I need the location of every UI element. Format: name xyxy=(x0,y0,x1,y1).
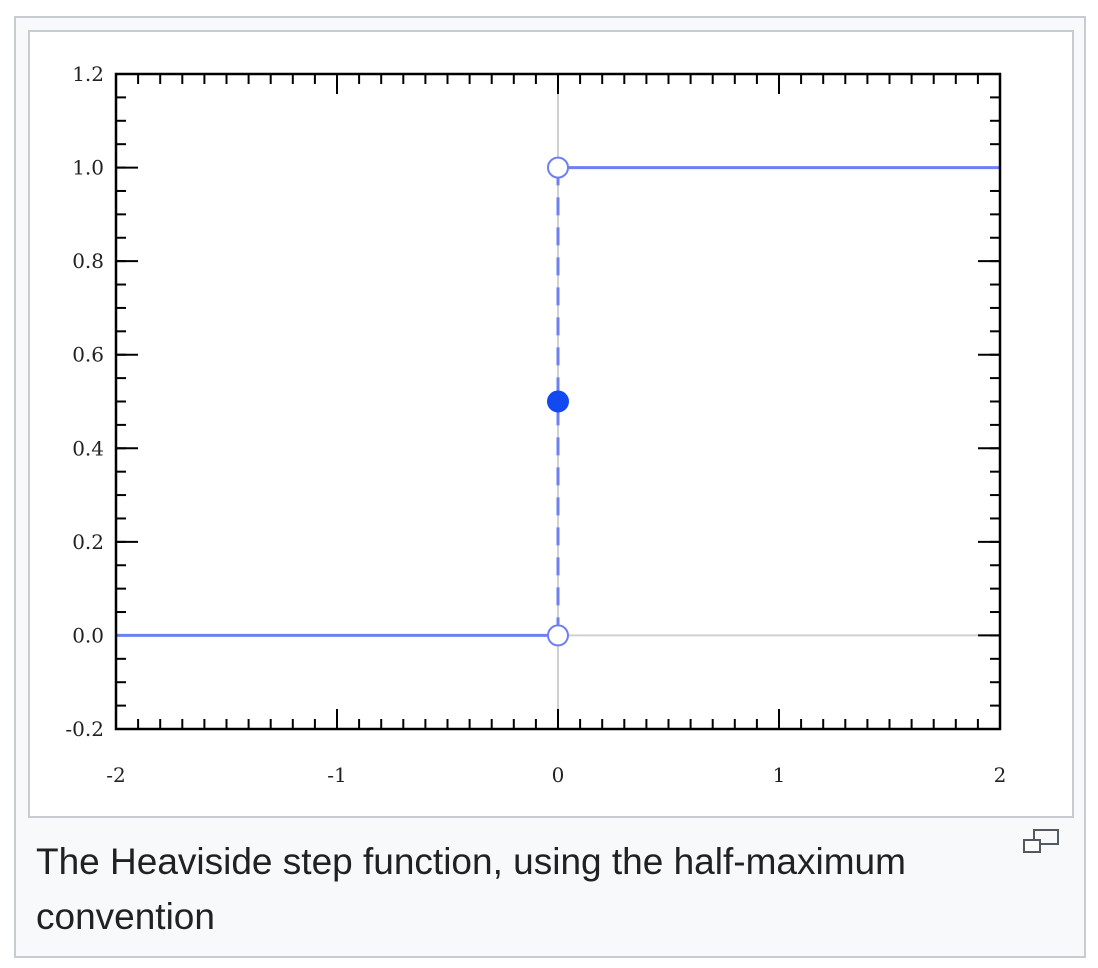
y-tick-label: 0.4 xyxy=(72,436,104,460)
data-point-open xyxy=(547,156,569,179)
figure-caption: The Heaviside step function, using the h… xyxy=(36,841,906,937)
x-tick-label: 2 xyxy=(994,763,1007,787)
chart-image[interactable]: -2 -1 0 1 2 -0.2 0.0 0.2 0.4 0.6 0.8 1.0 1.2 xyxy=(28,30,1074,818)
data-point-open xyxy=(547,624,569,647)
x-tick-label: 0 xyxy=(552,763,565,787)
y-tick-label: 0.2 xyxy=(72,530,104,554)
y-tick-label: 1.0 xyxy=(72,156,104,180)
plot-frame xyxy=(114,72,1002,731)
y-tick-label: 1.2 xyxy=(72,62,104,86)
x-tick-label: 1 xyxy=(773,763,786,787)
y-tick-label: 0.0 xyxy=(72,623,104,647)
x-tick-label: -2 xyxy=(106,763,125,787)
y-tick-label: 0.6 xyxy=(72,343,104,367)
magnify-clip-icon[interactable] xyxy=(1022,828,1062,862)
data-point-filled xyxy=(547,390,569,413)
heaviside-chart: -2 -1 0 1 2 -0.2 0.0 0.2 0.4 0.6 0.8 1.0 1.2 xyxy=(65,62,1007,787)
y-tick-label: -0.2 xyxy=(65,717,104,741)
y-tick-label: 0.8 xyxy=(72,249,104,273)
x-tick-label: -1 xyxy=(327,763,346,787)
figure-thumbnail: -2 -1 0 1 2 -0.2 0.0 0.2 0.4 0.6 0.8 1.0 1.2 The Hea… xyxy=(14,16,1086,958)
